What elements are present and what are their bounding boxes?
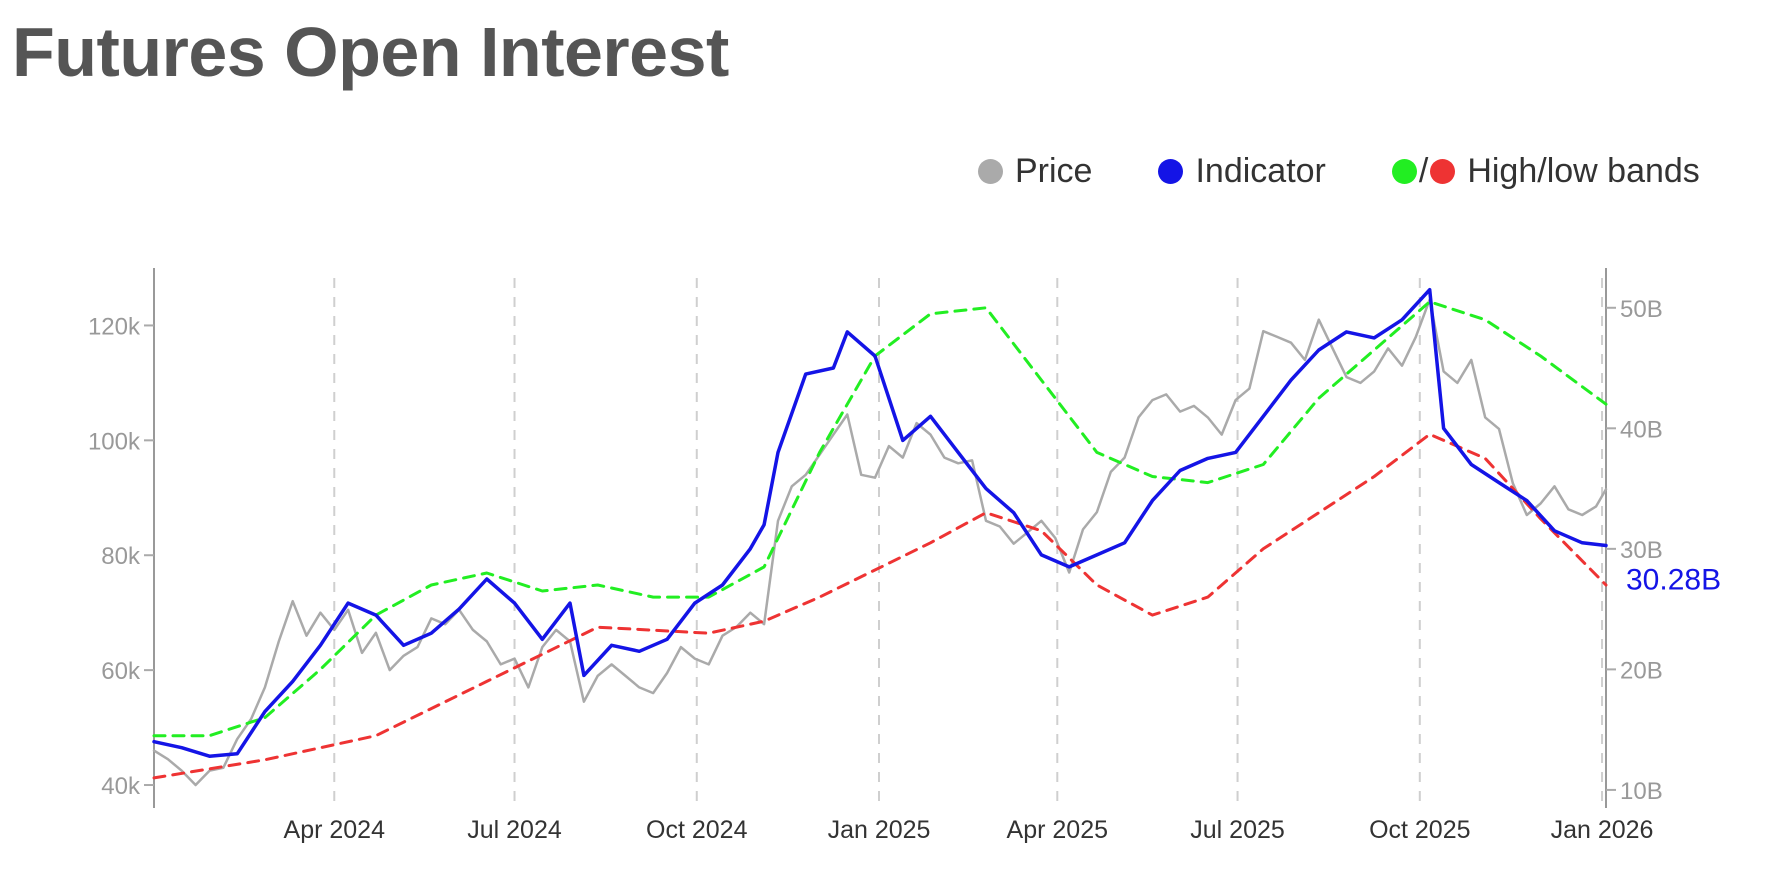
x-tick-label: Jul 2025: [1190, 816, 1285, 844]
x-tick-label: Oct 2024: [646, 816, 748, 844]
low-band-line: [152, 432, 1608, 780]
y-right-tick-label: 20B: [1620, 657, 1663, 684]
y-left-tick-label: 40k: [101, 773, 141, 800]
legend-label-indicator: Indicator: [1195, 152, 1326, 190]
legend-item-bands[interactable]: / High/low bands: [1391, 152, 1700, 191]
last-value-label: 30.28B: [1626, 563, 1721, 596]
x-tick-label: Apr 2024: [284, 816, 386, 844]
y-right-tick-label: 40B: [1620, 416, 1663, 443]
indicator-color-dot-icon: [1158, 159, 1184, 184]
y-left-tick-label: 120k: [88, 313, 141, 340]
page-title: Futures Open Interest: [12, 13, 729, 91]
legend-label-bands: High/low bands: [1467, 152, 1700, 190]
legend-item-indicator[interactable]: Indicator: [1158, 152, 1326, 191]
price-series-line: [152, 298, 1608, 787]
indicator-series-line: [152, 287, 1608, 758]
price-color-dot-icon: [978, 159, 1003, 184]
legend-label-price: Price: [1015, 152, 1093, 190]
x-tick-label: Jan 2026: [1551, 816, 1654, 844]
x-tick-label: Apr 2025: [1007, 816, 1108, 844]
x-tick-label: Jul 2024: [467, 816, 562, 844]
y-left-tick-label: 80k: [101, 543, 141, 570]
chart-legend: Price Indicator / High/low bands: [978, 152, 1700, 191]
y-left-tick-label: 100k: [88, 428, 141, 455]
y-left-tick-label: 60k: [101, 658, 141, 685]
x-tick-label: Oct 2025: [1369, 816, 1470, 844]
legend-separator: /: [1418, 152, 1429, 190]
legend-item-price[interactable]: Price: [978, 152, 1092, 191]
low-band-color-dot-icon: [1430, 159, 1456, 184]
y-right-tick-label: 10B: [1620, 778, 1663, 805]
high-band-color-dot-icon: [1391, 159, 1417, 184]
x-tick-label: Jan 2025: [828, 816, 931, 844]
y-right-tick-label: 50B: [1620, 296, 1663, 323]
y-right-tick-label: 30B: [1620, 537, 1663, 564]
